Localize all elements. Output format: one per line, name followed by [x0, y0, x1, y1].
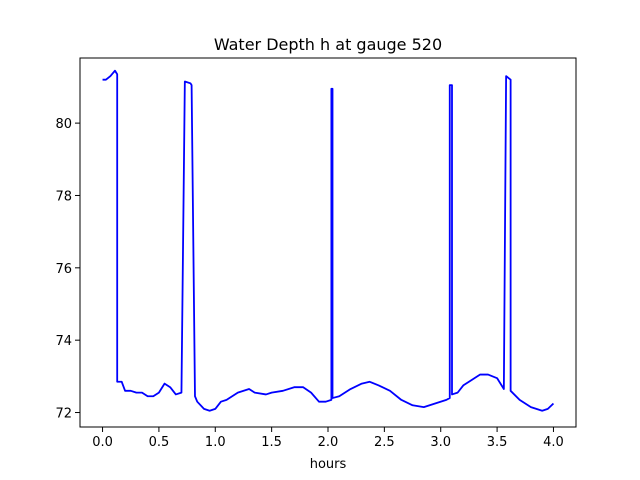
x-axis: 0.0 0.5 1.0 1.5 2.0 2.5 3.0 3.5 4.0 [92, 427, 564, 450]
chart-title: Water Depth h at gauge 520 [214, 35, 442, 54]
series-layer [102, 69, 555, 412]
y-tick-label: 74 [55, 334, 72, 349]
y-tick-label: 76 [55, 262, 72, 277]
x-tick-label: 2.5 [374, 435, 395, 450]
y-axis: 72 74 76 78 80 [55, 117, 80, 422]
x-axis-label: hours [310, 457, 347, 472]
x-tick-label: 0.5 [149, 435, 170, 450]
y-tick-label: 80 [55, 117, 72, 132]
x-tick-label: 4.0 [543, 435, 564, 450]
y-tick-label: 78 [55, 189, 72, 204]
series-line-0 [102, 69, 555, 412]
x-tick-label: 3.5 [487, 435, 508, 450]
x-tick-label: 2.0 [318, 435, 339, 450]
x-tick-label: 0.0 [92, 435, 113, 450]
x-tick-label: 3.0 [430, 435, 451, 450]
y-tick-label: 72 [55, 407, 72, 422]
plot-frame [79, 57, 577, 428]
x-tick-label: 1.5 [261, 435, 282, 450]
x-tick-label: 1.0 [205, 435, 226, 450]
